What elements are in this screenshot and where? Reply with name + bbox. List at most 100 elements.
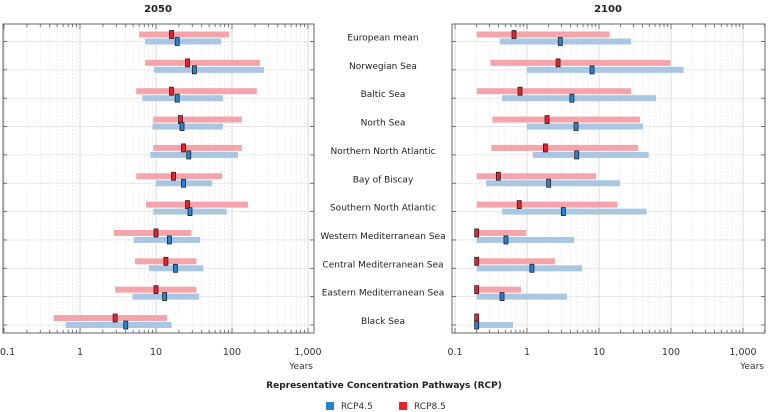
rcp45-median-marker bbox=[589, 65, 595, 75]
panel-title-2100: 2100 bbox=[594, 4, 622, 15]
category-label: Central Mediterranean Sea bbox=[322, 260, 443, 270]
rcp45-median-marker bbox=[179, 122, 185, 131]
rcp45-median-marker bbox=[557, 37, 563, 46]
rcp45-range-bar bbox=[142, 95, 223, 102]
rcp45-range-bar bbox=[145, 38, 222, 45]
rcp45-range-bar bbox=[65, 322, 172, 328]
x-axis-unit-label: Years bbox=[739, 362, 764, 372]
rcp85-median-marker bbox=[517, 86, 523, 96]
rcp45-range-bar bbox=[532, 151, 649, 158]
rcp85-median-marker bbox=[542, 143, 548, 153]
rcp45-median-marker bbox=[166, 235, 172, 245]
x-tick-label: 100 bbox=[662, 347, 680, 358]
rcp45-median-marker bbox=[162, 292, 168, 302]
rcp45-median-marker bbox=[174, 93, 180, 103]
rcp45-range-bar bbox=[152, 123, 223, 130]
legend-label-rcp85: RCP8.5 bbox=[414, 402, 446, 412]
rcp85-range-bar bbox=[153, 116, 242, 123]
rcp45-median-marker bbox=[187, 207, 193, 217]
rcp45-median-marker bbox=[474, 320, 480, 330]
panel-2100: 0.1 1 10 100 1,000 Years bbox=[447, 23, 766, 372]
rcp85-range-bar bbox=[136, 88, 257, 95]
rcp85-median-marker bbox=[153, 285, 159, 295]
rcp85-median-marker bbox=[171, 171, 176, 181]
rcp45-median-marker bbox=[529, 263, 535, 273]
panel-2050: 0.1 1 10 100 1,000 Years bbox=[0, 23, 322, 372]
rcp85-range-bar bbox=[492, 116, 640, 123]
rcp45-range-bar bbox=[502, 208, 647, 215]
rcp85-range-bar bbox=[145, 59, 260, 66]
rcp85-median-marker bbox=[511, 30, 517, 39]
category-label: Norwegian Sea bbox=[349, 62, 417, 72]
x-tick-label: 0.1 bbox=[447, 347, 462, 358]
rcp45-median-marker bbox=[546, 178, 552, 188]
category-label: European mean bbox=[347, 34, 418, 44]
x-tick-label: 100 bbox=[223, 347, 241, 358]
category-label: Bay of Biscay bbox=[353, 175, 414, 185]
rcp45-range-bar bbox=[150, 151, 239, 158]
rcp85-range-bar bbox=[113, 229, 192, 236]
rcp85-range-bar bbox=[136, 173, 223, 180]
rcp45-median-marker bbox=[499, 292, 505, 302]
rcp85-median-marker bbox=[112, 313, 118, 323]
rcp85-median-marker bbox=[163, 256, 169, 266]
rcp45-range-bar bbox=[153, 66, 264, 73]
category-label: Baltic Sea bbox=[361, 90, 406, 100]
rcp85-range-bar bbox=[476, 31, 610, 38]
rcp85-range-bar bbox=[476, 201, 618, 208]
rcp85-range-bar bbox=[139, 31, 229, 38]
rcp45-median-marker bbox=[560, 207, 566, 217]
x-tick-label: 10 bbox=[150, 347, 162, 358]
rcp85-range-bar bbox=[490, 59, 671, 66]
rcp85-median-marker bbox=[474, 285, 480, 295]
rcp85-range-bar bbox=[476, 88, 632, 95]
category-label: Northern North Atlantic bbox=[330, 147, 435, 157]
category-label: Southern North Atlantic bbox=[330, 204, 436, 214]
rcp45-range-bar bbox=[499, 38, 632, 45]
rcp85-median-marker bbox=[185, 58, 190, 68]
legend-item-rcp45[interactable]: RCP4.5 bbox=[326, 402, 373, 412]
rcp85-range-bar bbox=[153, 144, 242, 151]
rcp45-range-bar bbox=[527, 66, 684, 73]
rcp85-median-marker bbox=[153, 228, 159, 238]
rcp45-range-bar bbox=[476, 236, 575, 243]
rcp45-median-marker bbox=[573, 122, 579, 131]
rcp45-median-marker bbox=[181, 178, 186, 188]
category-label: Western Mediterranean Sea bbox=[320, 232, 445, 242]
rcp85-median-marker bbox=[516, 200, 522, 210]
rcp85-median-marker bbox=[474, 256, 480, 266]
x-tick-label: 10 bbox=[593, 347, 605, 358]
rcp85-median-marker bbox=[495, 171, 501, 181]
x-tick-label: 0.1 bbox=[0, 347, 15, 358]
rcp85-range-bar bbox=[476, 229, 527, 236]
rcp45-median-marker bbox=[569, 93, 575, 103]
legend-swatch-rcp45 bbox=[326, 402, 334, 410]
rcp85-median-marker bbox=[169, 86, 174, 96]
rcp85-range-bar bbox=[476, 173, 597, 180]
rcp85-range-bar bbox=[476, 258, 556, 265]
rcp45-median-marker bbox=[191, 65, 197, 75]
rcp45-median-marker bbox=[174, 37, 180, 46]
x-tick-label: 1,000 bbox=[294, 347, 321, 358]
legend-swatch-rcp85 bbox=[399, 402, 407, 410]
category-label: Black Sea bbox=[361, 317, 405, 327]
x-tick-label: 1,000 bbox=[729, 347, 756, 358]
rcp85-median-marker bbox=[169, 30, 174, 39]
rcp45-median-marker bbox=[574, 150, 580, 160]
rcp45-range-bar bbox=[476, 293, 568, 300]
rcp85-median-marker bbox=[181, 143, 186, 153]
rcp85-range-bar bbox=[53, 315, 168, 321]
x-tick-label: 1 bbox=[77, 347, 83, 358]
rcp45-median-marker bbox=[503, 235, 509, 245]
rcp45-range-bar bbox=[502, 95, 657, 102]
category-label: Eastern Mediterranean Sea bbox=[322, 289, 445, 299]
rcp85-range-bar bbox=[491, 144, 639, 151]
x-axis-unit-label: Years bbox=[288, 362, 313, 372]
panel-title-2050: 2050 bbox=[144, 4, 172, 15]
rcp85-range-bar bbox=[146, 201, 248, 208]
rcp85-median-marker bbox=[555, 58, 561, 68]
rcp85-median-marker bbox=[544, 115, 550, 124]
legend-item-rcp85[interactable]: RCP8.5 bbox=[399, 402, 446, 412]
category-label: North Sea bbox=[361, 119, 406, 129]
